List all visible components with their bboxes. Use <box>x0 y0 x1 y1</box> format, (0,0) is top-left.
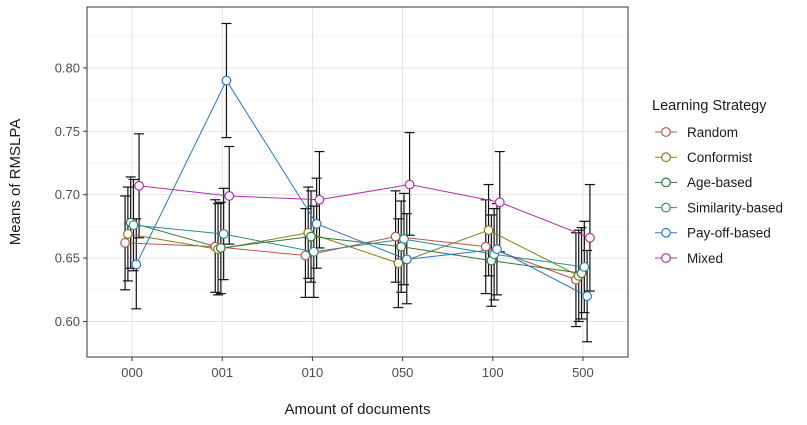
legend-label: Age-based <box>687 175 752 190</box>
data-point <box>480 241 491 252</box>
legend-label: Random <box>687 125 738 140</box>
data-point <box>308 246 319 257</box>
data-point <box>399 234 409 244</box>
data-point <box>492 244 502 255</box>
series-line <box>130 222 582 274</box>
legend-label: Conformist <box>687 150 753 165</box>
x-tick-label: 001 <box>211 365 233 380</box>
legend-key-point <box>661 127 671 137</box>
legend-label: Similarity-based <box>687 200 783 215</box>
x-axis-title: Amount of documents <box>285 401 431 418</box>
legend-key-point <box>661 152 671 163</box>
legend-key-point <box>661 202 671 213</box>
data-point <box>131 259 142 270</box>
data-point <box>311 218 322 229</box>
legend-key-point <box>661 253 671 263</box>
legend-label: Pay-off-based <box>687 226 771 241</box>
series-line <box>139 184 591 239</box>
data-point <box>134 180 144 191</box>
series-points <box>120 75 595 302</box>
data-point <box>122 229 133 239</box>
y-tick-label: 0.65 <box>55 251 80 266</box>
legend-label: Mixed <box>687 251 723 266</box>
series-line <box>127 229 579 277</box>
legend-item: Conformist <box>655 150 753 165</box>
legend-key-point <box>661 177 671 188</box>
data-point <box>215 243 226 253</box>
data-point <box>582 291 593 302</box>
x-tick-label: 010 <box>302 365 324 380</box>
series-line <box>135 79 588 297</box>
legend: Learning Strategy Random Conformist Age-ba… <box>652 98 783 266</box>
y-tick-label: 0.60 <box>55 314 80 329</box>
x-tick-label: 000 <box>121 365 143 380</box>
data-point <box>128 220 139 231</box>
y-tick-label: 0.80 <box>55 60 80 75</box>
data-point <box>300 250 311 261</box>
y-tick-label: 0.75 <box>55 124 80 139</box>
data-point <box>494 197 505 208</box>
x-tick-label: 500 <box>572 365 594 380</box>
grid <box>87 7 628 357</box>
y-axis-title: Means of RMSLPA <box>7 119 24 245</box>
data-point <box>120 237 130 248</box>
legend-key-point <box>661 227 671 238</box>
legend-item: Age-based <box>655 175 752 190</box>
legend-item: Pay-off-based <box>655 226 771 241</box>
series-lines <box>125 79 591 297</box>
plot-panel-border <box>86 6 629 358</box>
series-line <box>133 224 585 268</box>
data-point <box>579 262 590 272</box>
x-tick-label: 100 <box>482 365 504 380</box>
data-point <box>221 75 232 86</box>
data-point <box>306 231 316 242</box>
axes: 0.60 0.65 0.70 0.75 0.80 000 001 010 050 100 500 <box>55 60 594 380</box>
data-point <box>218 229 229 239</box>
data-point <box>390 231 401 242</box>
x-tick-label: 050 <box>392 365 414 380</box>
data-point <box>585 232 595 243</box>
data-point <box>393 258 404 269</box>
data-point <box>224 191 235 201</box>
data-point <box>314 194 325 205</box>
data-point <box>483 225 494 236</box>
legend-item: Random <box>655 125 738 140</box>
legend-title: Learning Strategy <box>652 98 767 114</box>
y-tick-label: 0.70 <box>55 187 80 202</box>
data-point <box>401 254 412 265</box>
data-point <box>404 179 415 190</box>
legend-item: Mixed <box>655 251 723 266</box>
legend-item: Similarity-based <box>655 200 783 215</box>
